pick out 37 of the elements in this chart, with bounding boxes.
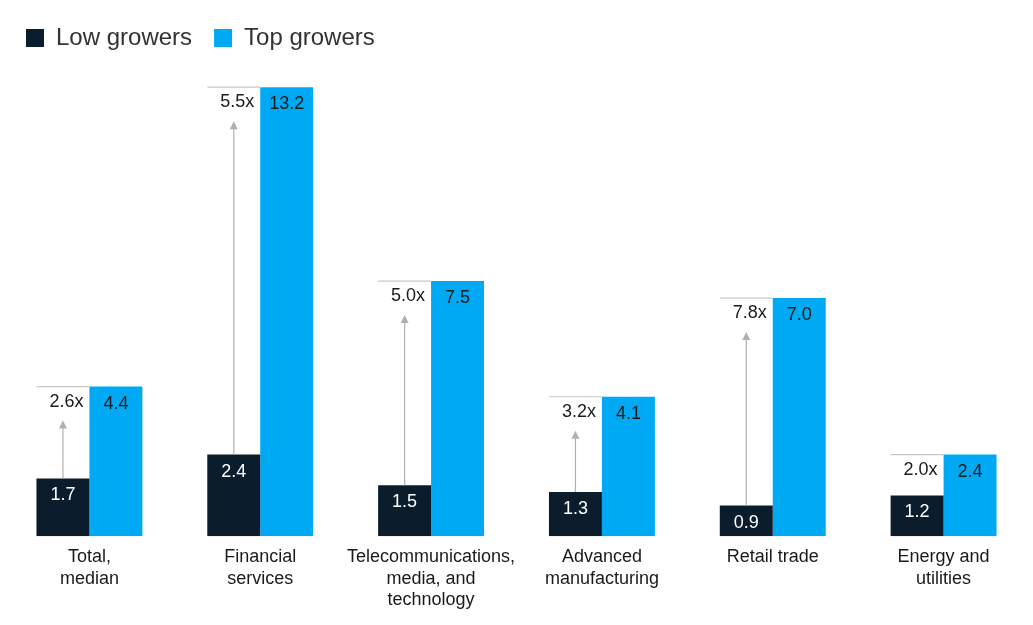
bar bbox=[207, 454, 261, 537]
x-tick-label: Financial services bbox=[224, 545, 297, 588]
legend-label: Low growers bbox=[56, 22, 193, 50]
x-tick-label: Retail trade bbox=[726, 545, 819, 566]
data-label: 1.7 bbox=[50, 484, 76, 505]
annotation: 7.8x bbox=[732, 302, 767, 323]
data-label: 1.2 bbox=[904, 501, 930, 522]
annotation: 5.5x bbox=[220, 91, 255, 112]
data-label: 7.0 bbox=[786, 304, 812, 325]
annotation: 5.0x bbox=[391, 285, 426, 306]
annotation: 2.0x bbox=[903, 458, 938, 479]
bar bbox=[260, 87, 314, 537]
bar bbox=[378, 485, 432, 537]
x-tick-label: Telecommunications, media, and technology bbox=[347, 545, 516, 610]
annotation: 3.2x bbox=[561, 400, 596, 421]
x-tick-label: Energy and utilities bbox=[897, 545, 990, 588]
data-label: 1.3 bbox=[562, 497, 588, 518]
bar bbox=[772, 298, 826, 537]
data-label: 4.4 bbox=[103, 392, 129, 413]
x-tick-label: Total, median bbox=[59, 545, 119, 588]
data-label: 0.9 bbox=[733, 511, 759, 532]
data-label: 2.4 bbox=[957, 460, 983, 481]
bar bbox=[431, 281, 485, 537]
data-label: 4.1 bbox=[615, 402, 641, 423]
data-label: 13.2 bbox=[269, 93, 305, 114]
annotation: 2.6x bbox=[49, 390, 84, 411]
x-tick-label: Advanced manufacturing bbox=[544, 545, 659, 588]
legend-label: Top growers bbox=[244, 22, 375, 50]
bar bbox=[943, 454, 997, 537]
bar bbox=[36, 478, 90, 537]
data-label: 1.5 bbox=[392, 491, 418, 512]
bar bbox=[601, 396, 655, 537]
bar bbox=[89, 386, 143, 537]
bar bbox=[890, 495, 944, 537]
bar bbox=[548, 491, 602, 537]
data-label: 7.5 bbox=[445, 287, 471, 308]
data-label: 2.4 bbox=[221, 460, 247, 481]
